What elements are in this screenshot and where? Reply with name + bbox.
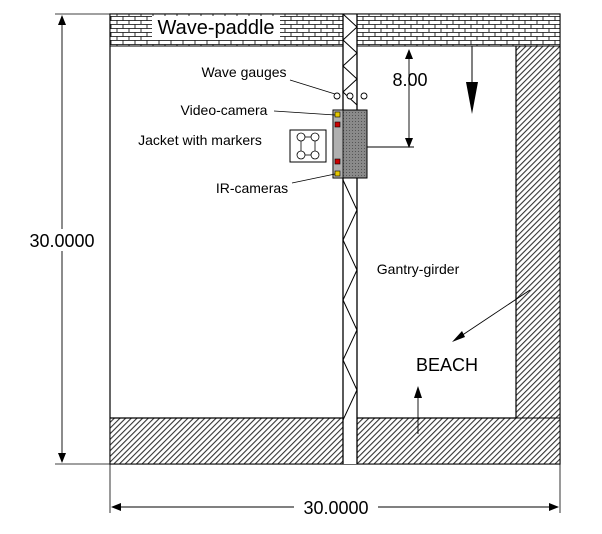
jacket-label: Jacket with markers [138,132,262,148]
beach-arrow-bottom [414,386,422,434]
video-camera-leader [273,110,336,116]
ir-cameras-leader [291,173,336,184]
height-label-bg [22,229,102,251]
camera-red-lower-icon [334,158,341,165]
height-dimension-label: 30.0000 [29,231,94,251]
jacket-with-markers [289,129,327,163]
wave-direction-arrow [466,46,478,114]
ir-camera-top-icon [334,111,341,118]
offset-dimension [367,49,414,148]
beach-inner-edge [110,46,517,419]
offset-dimension-label: 8.00 [392,70,427,90]
camera-rail [332,109,344,179]
beach-wall-bottom [109,417,561,465]
gantry-girder-label: Gantry-girder [377,261,460,277]
width-dimension-label: 30.0000 [303,498,368,518]
ir-camera-bottom-icon [334,170,341,177]
wave-gauges [333,92,368,100]
wave-paddle-label-bg [152,16,280,40]
width-label-bg [294,497,378,519]
wave-gauges-label: Wave gauges [201,64,286,80]
beach-wall-right [515,45,561,465]
wave-gauges-leader [289,79,336,95]
video-camera-icon [334,121,341,128]
beach-label: BEACH [416,355,478,375]
wave-paddle-label: Wave-paddle [157,17,274,39]
basin-outline [109,13,561,465]
ir-cameras-label: IR-cameras [216,180,288,196]
gantry-girder [342,13,358,464]
video-camera-label: Video-camera [181,102,268,118]
beach-arrow-right [452,289,531,342]
